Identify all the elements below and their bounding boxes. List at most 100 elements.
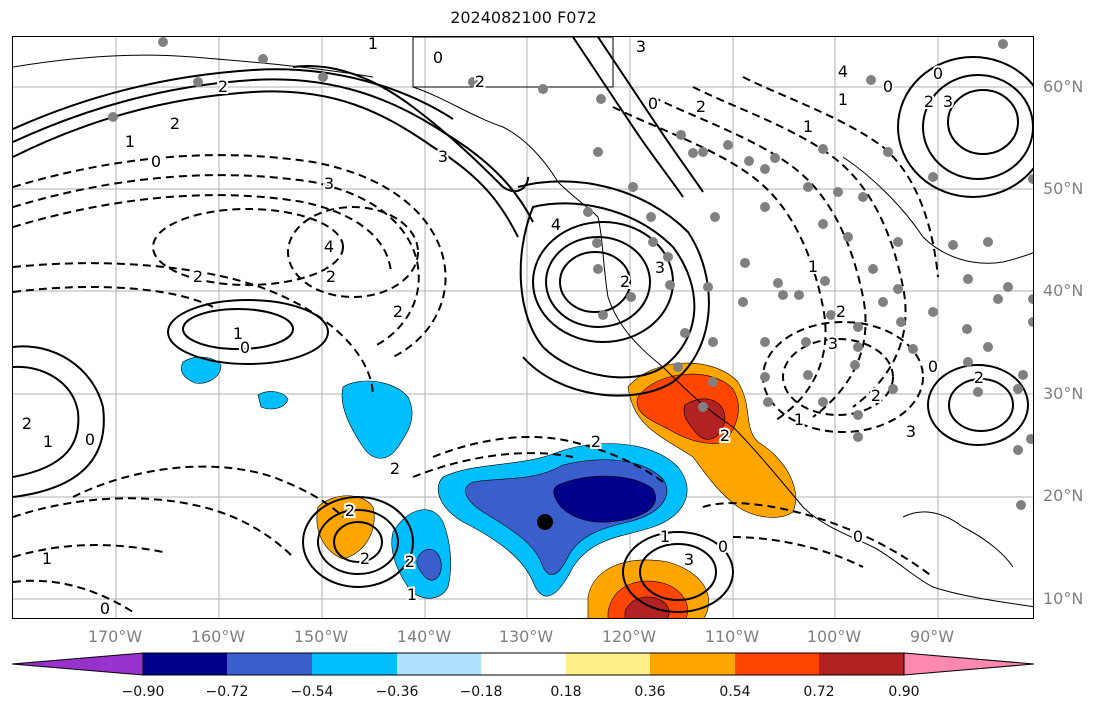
contour-label: 2 xyxy=(620,272,630,291)
colorbar-bin xyxy=(397,653,481,675)
lat-label-40n: 40°N xyxy=(1043,281,1084,300)
contour-label: 1 xyxy=(407,585,417,604)
contour-label: 3 xyxy=(906,422,916,441)
lon-label-150w: 150°W xyxy=(293,627,349,646)
contour-label: 1 xyxy=(794,410,804,429)
contour-labels: 0 2 3 4 3 0 2 1 2 3 4 2 2 1 0 1 2 2 1 0 … xyxy=(20,37,986,618)
colorbar xyxy=(12,652,1035,676)
contour-label: 2 xyxy=(393,302,403,321)
lat-label-20n: 20°N xyxy=(1043,486,1084,505)
negative-anomaly-west-1 xyxy=(341,380,413,459)
colorbar-tick: −0.90 xyxy=(121,684,165,700)
contour-label: 2 xyxy=(475,72,485,91)
contour-label: 2 xyxy=(390,459,400,478)
contour-label: 1 xyxy=(838,90,848,109)
contour-label: 2 xyxy=(360,549,370,568)
positive-anomaly-mexico-max xyxy=(683,398,726,440)
contour-label: 0 xyxy=(648,94,658,113)
contour-label: 3 xyxy=(943,92,953,111)
storm-center-marker xyxy=(537,514,553,530)
contour-label: 1 xyxy=(368,37,378,53)
contour-label: 1 xyxy=(660,527,670,546)
contour-label: 1 xyxy=(808,257,818,276)
colorbar-bin xyxy=(735,653,819,675)
colorbar-bin xyxy=(481,653,566,675)
contour-label: 2 xyxy=(871,386,881,405)
lon-label-170w: 170°W xyxy=(87,627,143,646)
colorbar-tick: −0.36 xyxy=(375,684,419,700)
positive-anomaly-west xyxy=(316,495,375,560)
lat-label-10n: 10°N xyxy=(1043,589,1084,608)
contour-label: 1 xyxy=(125,132,135,151)
contour-label: 1 xyxy=(42,549,52,568)
lon-label-130w: 130°W xyxy=(498,627,554,646)
contour-label: 0 xyxy=(85,430,95,449)
lat-label-30n: 30°N xyxy=(1043,384,1084,403)
negative-anomaly-west-4-core xyxy=(416,549,442,581)
contour-label: 2 xyxy=(974,368,984,387)
contour-label: 0 xyxy=(433,48,443,67)
station-dots xyxy=(108,37,1033,510)
contour-label: 2 xyxy=(720,426,730,445)
shaded-field xyxy=(181,356,796,618)
contour-label: 2 xyxy=(924,92,934,111)
negative-anomaly-west-3 xyxy=(257,391,289,410)
colorbar-tick: −0.54 xyxy=(290,684,334,700)
contour-label: 3 xyxy=(828,334,838,353)
colorbar-extend-high xyxy=(903,652,1035,676)
colorbar-bin xyxy=(143,653,227,675)
map-canvas: 0 2 3 4 3 0 2 1 2 3 4 2 2 1 0 1 2 2 1 0 … xyxy=(13,37,1033,618)
contour-label: 4 xyxy=(551,215,561,234)
colorbar-bin xyxy=(312,653,397,675)
contour-label: 2 xyxy=(218,77,228,96)
positive-anomaly-south-max xyxy=(624,596,670,618)
colorbar-tick: 0.90 xyxy=(888,684,920,700)
map-frame: 0 2 3 4 3 0 2 1 2 3 4 2 2 1 0 1 2 2 1 0 … xyxy=(12,36,1034,619)
negative-anomaly-center-core xyxy=(553,475,656,523)
contour-label: 0 xyxy=(718,537,728,556)
colorbar-tick: 0.18 xyxy=(550,684,582,700)
lon-label-140w: 140°W xyxy=(396,627,452,646)
contour-label: 4 xyxy=(324,237,334,256)
colorbar-tick: 0.36 xyxy=(634,684,666,700)
contour-label: 2 xyxy=(405,552,415,571)
contour-label: 0 xyxy=(928,357,938,376)
contour-label: 2 xyxy=(193,267,203,286)
dashed-contours xyxy=(13,76,939,613)
colorbar-tick: −0.18 xyxy=(459,684,503,700)
contour-label: 2 xyxy=(696,97,706,116)
coastlines xyxy=(13,37,1033,608)
colorbar-tick: 0.72 xyxy=(803,684,835,700)
contour-label: 0 xyxy=(853,527,863,546)
solid-contours xyxy=(13,37,1033,613)
contour-label: 0 xyxy=(933,64,943,83)
lon-label-100w: 100°W xyxy=(806,627,862,646)
contour-label: 1 xyxy=(233,324,243,343)
contour-label: 0 xyxy=(240,338,250,357)
contour-label: 0 xyxy=(883,77,893,96)
contour-label: 0 xyxy=(100,599,110,618)
lat-label-50n: 50°N xyxy=(1043,179,1084,198)
lon-label-110w: 110°W xyxy=(704,627,760,646)
colorbar-tick: −0.72 xyxy=(205,684,249,700)
colorbar-extend-low xyxy=(12,652,144,676)
colorbar-bin xyxy=(566,653,650,675)
lat-label-60n: 60°N xyxy=(1043,77,1084,96)
contour-label: 2 xyxy=(170,114,180,133)
colorbar-tick: 0.54 xyxy=(719,684,751,700)
contour-label: 2 xyxy=(326,267,336,286)
contour-label: 4 xyxy=(838,62,848,81)
negative-anomaly-west-2 xyxy=(181,356,222,384)
colorbar-bin xyxy=(819,653,904,675)
contour-label: 2 xyxy=(591,432,601,451)
contour-label: 1 xyxy=(803,117,813,136)
contour-label: 1 xyxy=(43,432,53,451)
contour-label: 3 xyxy=(636,37,646,56)
contour-label: 2 xyxy=(345,501,355,520)
colorbar-bin xyxy=(227,653,312,675)
contour-label: 3 xyxy=(684,550,694,569)
lon-label-90w: 90°W xyxy=(909,627,955,646)
colorbar-bin xyxy=(650,653,735,675)
contour-label: 2 xyxy=(22,414,32,433)
contour-label: 3 xyxy=(324,174,334,193)
